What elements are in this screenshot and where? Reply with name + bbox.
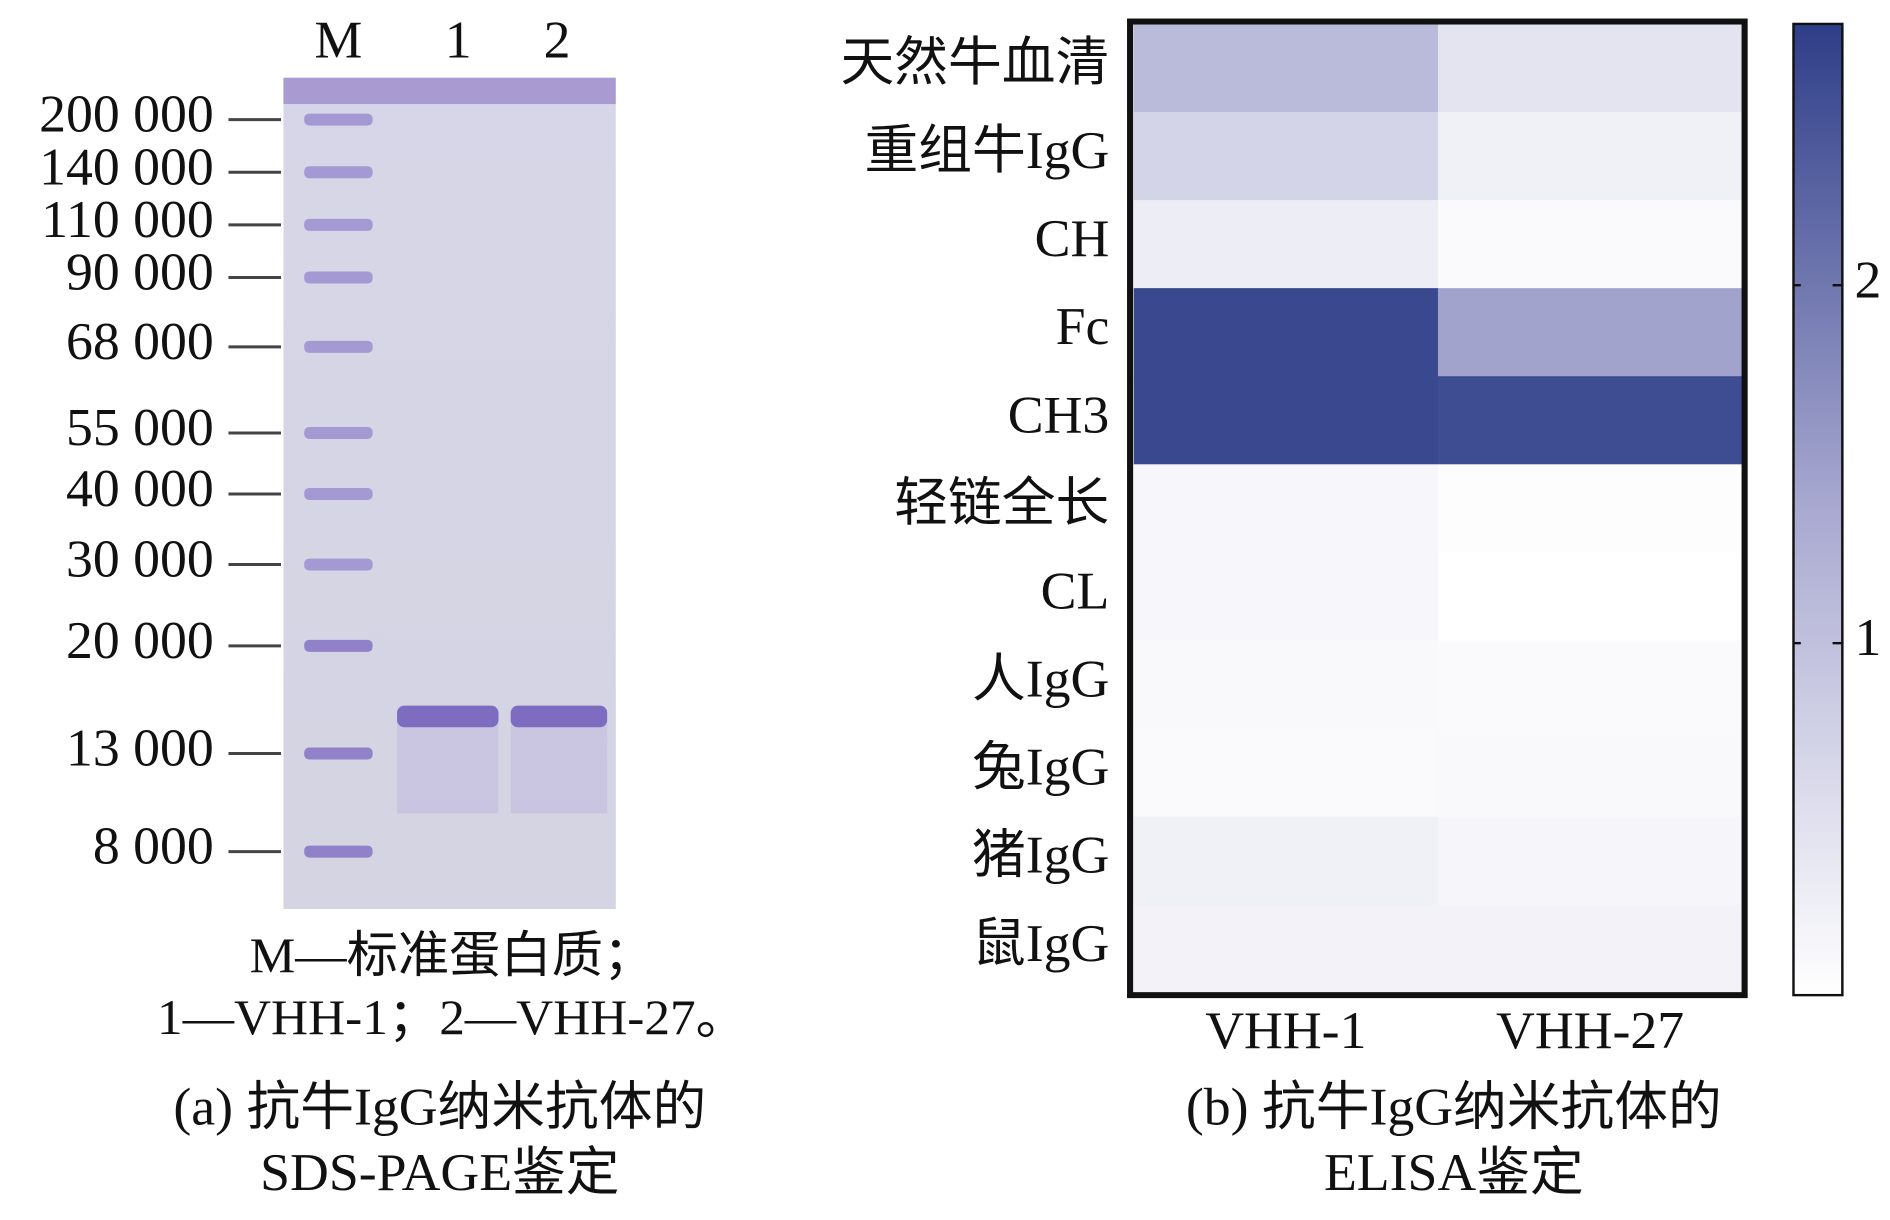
gel-well-strip [283, 77, 616, 105]
marker-band [304, 747, 373, 760]
row-label: 重组牛IgG [864, 122, 1109, 180]
sample-smear [397, 717, 499, 814]
marker-label: 30 000 [66, 530, 214, 588]
marker-label: 40 000 [66, 460, 214, 518]
heatmap-cell [1133, 816, 1439, 906]
heatmap-cell [1437, 23, 1743, 113]
row-label: CH3 [1008, 386, 1110, 444]
marker-band [304, 271, 373, 284]
marker-band [304, 427, 373, 439]
marker-band [304, 639, 373, 652]
heatmap-cell [1133, 200, 1439, 289]
x-label: VHH-1 [1205, 1001, 1366, 1059]
heatmap-cell [1437, 728, 1743, 818]
row-label: 猪IgG [972, 826, 1109, 884]
x-label: VHH-27 [1496, 1001, 1684, 1059]
marker-label: 13 000 [66, 719, 214, 777]
heatmap-cell [1133, 640, 1439, 730]
marker-band [304, 218, 373, 231]
gel-legend: 1—VHH-1；2—VHH-27。 [157, 990, 747, 1045]
heatmap-cell [1133, 376, 1439, 465]
heatmap-cell [1437, 552, 1743, 642]
panel-caption: ELISA鉴定 [1324, 1144, 1584, 1202]
heatmap-cell [1133, 464, 1439, 553]
row-label: Fc [1056, 298, 1110, 356]
panel-caption: (b) 抗牛IgG纳米抗体的 [1186, 1078, 1722, 1136]
heatmap-cell [1437, 904, 1743, 994]
lane-label: M [315, 11, 363, 69]
row-label: CL [1041, 562, 1110, 620]
marker-label: 20 000 [66, 611, 214, 669]
heatmap-cell [1133, 288, 1439, 377]
marker-label: 140 000 [39, 138, 214, 196]
panel-caption: SDS-PAGE鉴定 [260, 1144, 619, 1202]
lane-label: 1 [445, 11, 472, 69]
heatmap-cell [1437, 288, 1743, 377]
heatmap-cell [1437, 464, 1743, 553]
marker-band [304, 340, 373, 353]
marker-label: 90 000 [66, 243, 214, 301]
heatmap-cell [1133, 904, 1439, 994]
heatmap-cell [1133, 111, 1439, 201]
row-label: 兔IgG [972, 738, 1109, 796]
marker-label: 8 000 [93, 817, 214, 875]
heatmap-cell [1133, 552, 1439, 642]
row-label: 人IgG [972, 650, 1109, 708]
heatmap-cell [1437, 640, 1743, 730]
marker-label: 68 000 [66, 312, 214, 370]
heatmap-cell [1437, 111, 1743, 201]
heatmap-cell [1437, 816, 1743, 906]
marker-band [304, 488, 373, 500]
marker-band [304, 166, 373, 179]
row-label: 天然牛血清 [841, 34, 1110, 92]
colorbar [1792, 22, 1844, 997]
marker-band [304, 558, 373, 571]
marker-label: 110 000 [41, 190, 214, 248]
heatmap-cell [1437, 376, 1743, 465]
row-label: 轻链全长 [894, 474, 1109, 532]
colorbar-label: 1 [1855, 609, 1882, 667]
sample-band [397, 705, 499, 728]
heatmap-cell [1437, 200, 1743, 289]
marker-label: 55 000 [66, 399, 214, 457]
heatmap-cell [1133, 728, 1439, 818]
sample-band [510, 705, 608, 728]
heatmap-frame [1127, 18, 1748, 999]
marker-band [304, 113, 373, 126]
row-label: CH [1035, 210, 1110, 268]
heatmap-cell [1133, 23, 1439, 113]
marker-label: 200 000 [39, 85, 214, 143]
sample-smear [510, 717, 608, 814]
gel-legend: M—标准蛋白质； [250, 927, 655, 982]
marker-band [304, 845, 373, 858]
panel-caption: (a) 抗牛IgG纳米抗体的 [173, 1078, 706, 1136]
colorbar-label: 2 [1855, 251, 1882, 309]
row-label: 鼠IgG [972, 914, 1109, 972]
lane-label: 2 [544, 11, 571, 69]
